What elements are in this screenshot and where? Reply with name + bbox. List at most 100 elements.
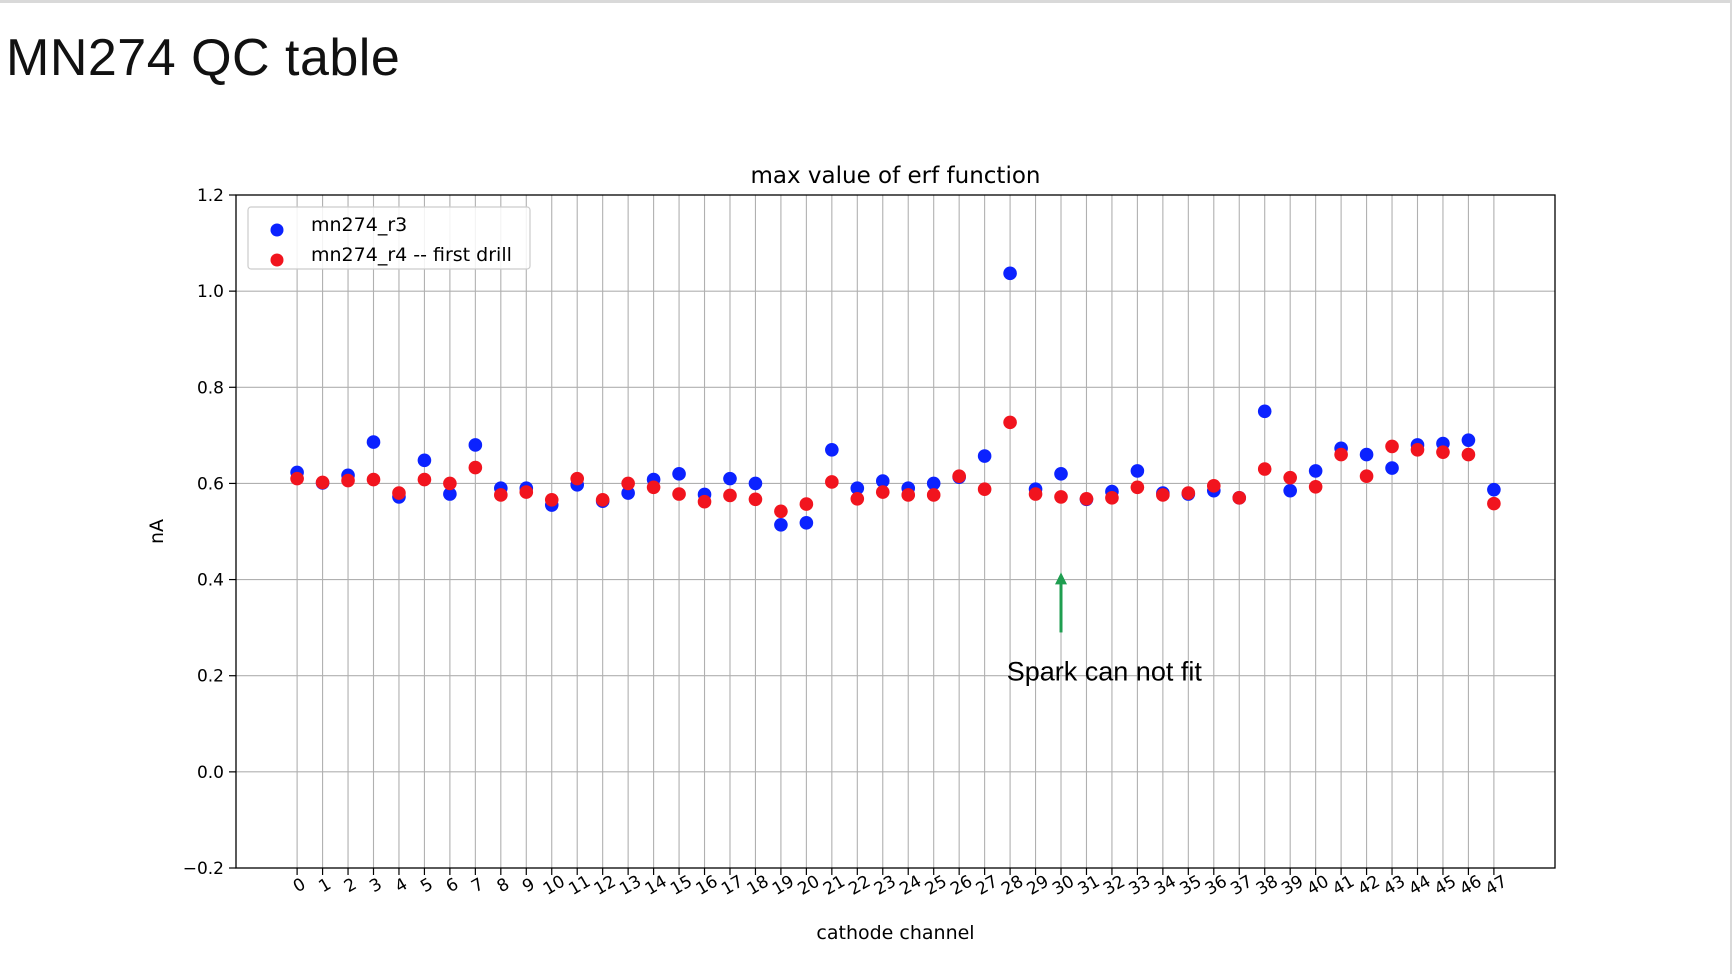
y-tick-label: 0.0 — [197, 763, 224, 783]
x-tick-label: 2 — [341, 874, 360, 897]
data-point-series-1 — [697, 494, 712, 509]
y-tick-label: 0.6 — [197, 474, 224, 494]
data-point-series-0 — [417, 453, 432, 468]
x-tick-label: 9 — [519, 874, 538, 897]
data-point-series-1 — [1487, 496, 1501, 511]
data-point-series-1 — [875, 485, 890, 499]
x-tick-label: 28 — [998, 872, 1027, 900]
data-point-series-0 — [1130, 464, 1145, 478]
x-tick-label: 1 — [315, 874, 334, 897]
x-tick-label: 42 — [1355, 872, 1384, 900]
y-axis: −0.2 0.0 0.2 0.4 0.6 0.8 1.0 1.2 — [183, 186, 236, 879]
data-point-series-0 — [443, 487, 457, 501]
data-point-series-1 — [1359, 469, 1374, 484]
x-tick-label: 46 — [1457, 872, 1486, 900]
data-point-series-1 — [494, 488, 508, 502]
data-point-series-0 — [774, 517, 788, 532]
x-tick-label: 10 — [540, 872, 569, 900]
x-tick-label: 32 — [1100, 872, 1129, 900]
data-point-series-1 — [544, 492, 559, 507]
data-point-series-1 — [1130, 480, 1145, 495]
data-point-series-0 — [977, 449, 992, 463]
data-point-series-0 — [621, 486, 635, 500]
x-tick-label: 29 — [1024, 872, 1053, 900]
x-tick-label: 30 — [1049, 872, 1078, 900]
legend-marker-mn274-r3 — [270, 223, 284, 237]
data-point-series-1 — [392, 486, 406, 500]
data-point-series-1 — [1334, 447, 1348, 462]
data-point-series-1 — [825, 475, 839, 489]
data-point-series-0 — [1054, 467, 1068, 481]
x-tick-label: 16 — [693, 872, 722, 900]
data-point-series-0 — [672, 467, 686, 481]
data-point-series-1 — [1181, 486, 1196, 500]
data-point-series-1 — [1436, 445, 1450, 459]
y-tick-label: 1.0 — [197, 282, 224, 302]
data-point-series-0 — [723, 471, 737, 486]
data-point-series-1 — [417, 472, 432, 487]
x-tick-label: 5 — [417, 874, 436, 897]
data-point-series-1 — [1028, 487, 1043, 501]
x-tick-label: 19 — [769, 872, 798, 900]
data-point-series-1 — [1283, 470, 1297, 485]
slide-title: MN274 QC table — [6, 29, 401, 87]
x-tick-label: 17 — [718, 872, 747, 900]
data-point-series-1 — [1308, 479, 1323, 494]
x-tick-label: 21 — [820, 872, 849, 900]
x-tick-label: 35 — [1176, 872, 1205, 900]
x-tick-label: 3 — [366, 874, 385, 897]
x-tick-label: 22 — [845, 872, 874, 900]
x-axis: 0 1 2 3 4 5 6 7 8 9 101112131415161718192021222324… — [290, 868, 1511, 900]
data-point-series-0 — [366, 435, 381, 449]
x-tick-label: 37 — [1227, 872, 1256, 900]
data-point-series-1 — [1054, 490, 1068, 504]
legend: mn274_r3 mn274_r4 -- first drill — [247, 206, 531, 270]
x-tick-label: 31 — [1075, 872, 1104, 900]
x-tick-label: 39 — [1278, 872, 1307, 900]
x-tick-label: 6 — [443, 874, 462, 897]
data-point-series-1 — [621, 476, 635, 491]
data-point-series-1 — [926, 488, 941, 502]
data-point-series-1 — [1156, 488, 1170, 502]
annotation-arrow-head — [1055, 572, 1068, 585]
x-tick-label: 12 — [591, 872, 620, 900]
data-point-series-1 — [341, 473, 355, 488]
x-tick-label: 33 — [1126, 872, 1155, 900]
data-point-series-0 — [799, 516, 814, 530]
data-point-series-1 — [595, 492, 610, 507]
data-point-series-0 — [1283, 483, 1297, 498]
x-tick-label: 26 — [947, 872, 976, 900]
data-point-series-1 — [1385, 439, 1399, 454]
data-point-series-1 — [1232, 491, 1247, 505]
x-tick-label: 40 — [1304, 872, 1333, 900]
y-tick-label: 0.8 — [197, 378, 224, 398]
data-point-series-0 — [468, 438, 483, 452]
x-tick-label: 13 — [616, 872, 645, 900]
data-point-series-0 — [1487, 482, 1501, 497]
data-point-series-0 — [1003, 266, 1017, 281]
legend-label-mn274-r3: mn274_r3 — [311, 214, 407, 236]
data-point-series-1 — [952, 469, 966, 484]
x-tick-label: 27 — [973, 872, 1002, 900]
data-point-series-1 — [977, 482, 992, 496]
y-tick-label: −0.2 — [183, 859, 224, 879]
x-tick-label: 14 — [642, 872, 671, 900]
data-point-series-1 — [1105, 491, 1119, 505]
x-tick-label: 38 — [1253, 872, 1282, 900]
data-point-series-1 — [901, 488, 916, 502]
data-point-series-1 — [723, 488, 737, 503]
data-point-series-1 — [366, 472, 381, 487]
data-point-series-0 — [1359, 447, 1374, 462]
data-point-series-1 — [1003, 415, 1017, 430]
data-point-series-1 — [799, 497, 814, 511]
x-tick-label: 18 — [744, 872, 773, 900]
y-axis-label: nA — [146, 519, 168, 544]
x-tick-label: 20 — [795, 872, 824, 900]
data-point-series-0 — [875, 474, 890, 488]
x-tick-label: 25 — [922, 872, 951, 900]
x-tick-label: 15 — [667, 872, 696, 900]
data-point-series-0 — [1308, 464, 1323, 478]
data-point-series-0 — [1461, 433, 1476, 447]
plot-frame — [235, 194, 1556, 869]
